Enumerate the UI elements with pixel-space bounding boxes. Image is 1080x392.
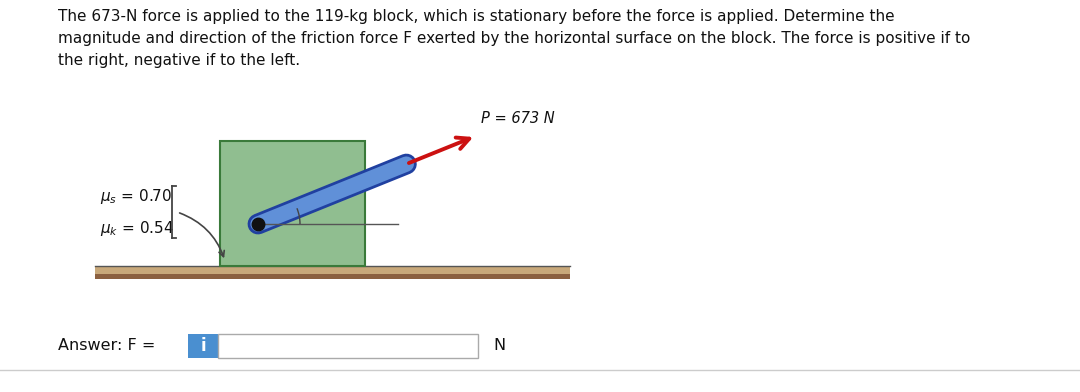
Text: Answer: F =: Answer: F = xyxy=(58,339,156,354)
Bar xyxy=(220,141,365,266)
Text: The 673-N force is applied to the 119-kg block, which is stationary before the f: The 673-N force is applied to the 119-kg… xyxy=(58,9,970,68)
Bar xyxy=(188,334,218,358)
Text: 22°: 22° xyxy=(338,203,365,218)
Bar xyxy=(218,334,478,358)
Bar xyxy=(95,274,570,279)
Text: $\mu_s$ = 0.70: $\mu_s$ = 0.70 xyxy=(100,187,172,205)
Text: N: N xyxy=(492,339,505,354)
Bar xyxy=(95,266,570,279)
Text: P = 673 N: P = 673 N xyxy=(481,111,555,126)
Text: $\mu_k$ = 0.54: $\mu_k$ = 0.54 xyxy=(100,218,174,238)
Text: i: i xyxy=(200,337,206,355)
